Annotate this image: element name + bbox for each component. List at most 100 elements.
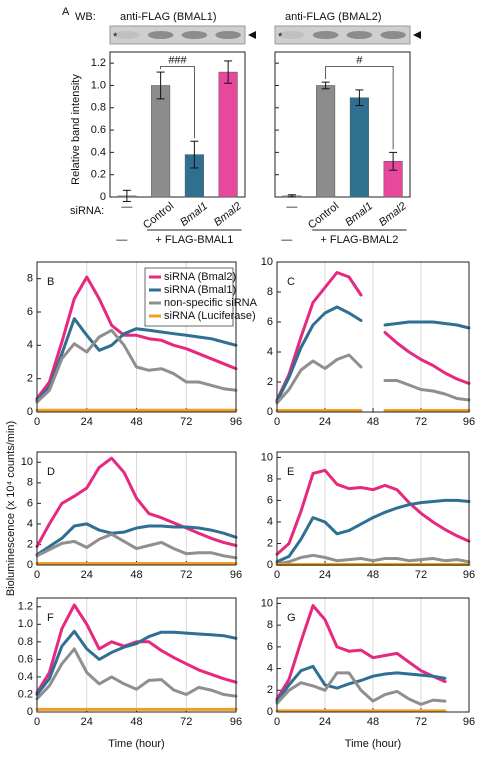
x-tick-label: 24: [81, 716, 93, 728]
y-tick-label: 0.8: [18, 636, 33, 648]
y-tick-label: 0.6: [91, 124, 106, 136]
y-tick-label: 8: [267, 473, 273, 485]
y-tick-label: 0: [267, 706, 273, 718]
plot-frame: [36, 451, 237, 566]
legend-label: siRNA (Bmal2): [164, 271, 236, 283]
y-tick-label: 1.2: [18, 601, 33, 613]
y-tick-label: 0: [267, 559, 273, 571]
x-tick-label: Bmal1: [178, 200, 210, 229]
x-tick-label: 48: [367, 569, 379, 581]
series-line: [275, 353, 471, 405]
y-tick-label: 6: [267, 494, 273, 506]
error-bar: [122, 189, 131, 202]
x-tick-label: 96: [230, 569, 242, 581]
series-line: [35, 275, 238, 401]
x-tick-label: 72: [415, 416, 427, 428]
plot-frame: [276, 597, 470, 713]
series-line: [275, 468, 471, 556]
x-tick-label: —: [286, 201, 297, 213]
x-tick-label: 72: [415, 716, 427, 728]
x-tick-label: 48: [130, 416, 142, 428]
y-tick-label: 10: [261, 597, 273, 609]
x-tick-label: 0: [34, 716, 40, 728]
y-tick-label: 0: [27, 559, 33, 571]
blot-band: [147, 31, 174, 39]
error-bar: [287, 194, 296, 198]
x-tick-label: 72: [415, 569, 427, 581]
plot-frame: [276, 261, 470, 413]
y-tick-label: 2: [267, 376, 273, 388]
x-tick-label: Bmal2: [212, 200, 244, 229]
y-tick-label: 6: [267, 316, 273, 328]
panel-label: G: [287, 612, 296, 624]
series-line: [275, 305, 471, 403]
bracket: [160, 66, 195, 139]
x-tick-label: 0: [34, 569, 40, 581]
x-tick-label: 72: [180, 569, 192, 581]
series-line: [35, 456, 238, 548]
blot-marker: *: [113, 31, 118, 43]
y-tick-label: 8: [27, 477, 33, 489]
y-tick-label: 2: [267, 684, 273, 696]
y-tick-label: 6: [27, 497, 33, 509]
x-tick-label: 24: [319, 716, 331, 728]
x-tick-label: Control: [141, 200, 176, 231]
blot-arrow: [248, 31, 256, 39]
treatment-label: + FLAG-BMAL2: [320, 234, 398, 246]
x-tick-label: Bmal1: [343, 200, 375, 229]
treatment-label: —: [281, 234, 292, 246]
y-tick-label: 1.0: [18, 618, 33, 630]
series-line: [275, 553, 471, 566]
panel-label: B: [47, 276, 54, 288]
significance-label: ###: [168, 54, 187, 66]
y-tick-label: 1.2: [91, 57, 106, 69]
y-axis-label: Bioluminescence (x 10⁴ counts/min): [5, 421, 17, 596]
x-tick-label: 48: [130, 716, 142, 728]
error-bar: [156, 71, 165, 100]
blot-band: [114, 31, 140, 39]
plot-frame: [274, 51, 411, 198]
y-tick-label: 4: [267, 516, 273, 528]
x-tick-label: 24: [319, 416, 331, 428]
y-tick-label: 8: [27, 273, 33, 285]
y-tick-label: 0: [27, 706, 33, 718]
y-tick-label: 2: [27, 373, 33, 385]
legend-label: siRNA (Luciferase): [164, 310, 256, 322]
blot-image: [274, 25, 411, 45]
series-line: [35, 629, 238, 696]
x-tick-label: 48: [367, 716, 379, 728]
series-line: [35, 647, 238, 701]
series-line: [35, 532, 238, 560]
y-tick-label: 6: [27, 306, 33, 318]
series-line: [35, 603, 238, 695]
panel-label: E: [287, 466, 294, 478]
x-tick-label: 0: [274, 569, 280, 581]
y-tick-label: 1.0: [91, 79, 106, 91]
y-tick-label: 10: [261, 451, 273, 463]
significance-bracket: [325, 66, 394, 150]
plot-frame: [276, 451, 470, 566]
x-tick-label: 0: [34, 416, 40, 428]
y-tick-label: 2: [267, 537, 273, 549]
x-tick-label: 48: [367, 416, 379, 428]
y-tick-label: 4: [267, 662, 273, 674]
y-tick-label: 4: [27, 339, 33, 351]
bar: [316, 85, 336, 198]
x-tick-label: 96: [463, 416, 475, 428]
blot-marker: *: [278, 31, 283, 43]
series-line: [275, 271, 471, 402]
blot-label: anti-FLAG (BMAL2): [285, 11, 382, 23]
blot-arrow: [413, 31, 421, 39]
blot-band: [279, 31, 305, 39]
x-tick-label: 96: [230, 416, 242, 428]
error-bar: [389, 151, 398, 171]
panel-label: D: [47, 466, 55, 478]
y-tick-label: 0.2: [91, 169, 106, 181]
bar: [151, 85, 171, 198]
significance-bracket: [160, 66, 195, 139]
bracket: [325, 66, 394, 150]
blot-band: [380, 31, 406, 39]
x-axis-label: Time (hour): [345, 738, 401, 750]
legend-label: siRNA (Bmal1): [164, 284, 236, 296]
